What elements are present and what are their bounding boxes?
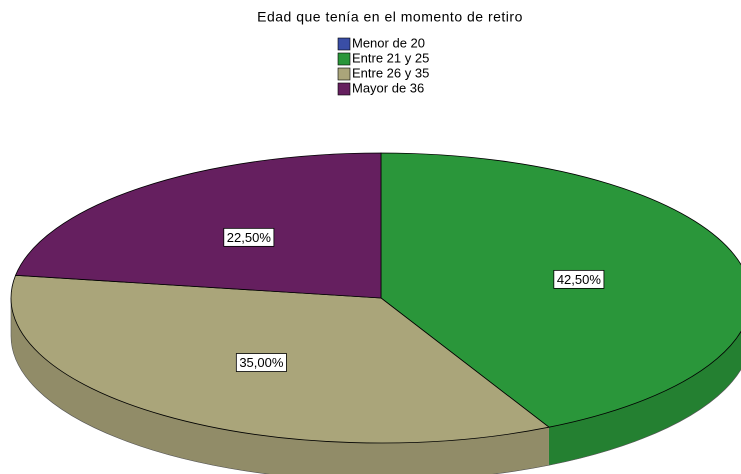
legend-label: Menor de 20	[352, 35, 425, 50]
legend-label: Entre 21 y 25	[352, 50, 429, 65]
data-label-box	[235, 353, 287, 372]
legend-swatch	[337, 67, 351, 81]
legend-label: Mayor de 36	[352, 80, 424, 95]
legend-swatch	[337, 52, 351, 66]
chart-title: Edad que tenía en el momento de retiro	[257, 9, 523, 25]
legend-swatch	[337, 37, 351, 51]
legend-label: Entre 26 y 35	[352, 65, 429, 80]
data-label-box	[223, 227, 275, 247]
pie-rim	[10, 298, 741, 474]
data-label: 22,50%	[227, 230, 272, 245]
data-label: 35,00%	[239, 355, 284, 370]
data-label-box	[553, 269, 605, 289]
data-label: 42,50%	[557, 272, 602, 287]
legend-swatch	[337, 82, 351, 96]
slice-side	[11, 298, 549, 474]
pie-slice	[14, 152, 382, 299]
slice-side	[548, 331, 741, 466]
